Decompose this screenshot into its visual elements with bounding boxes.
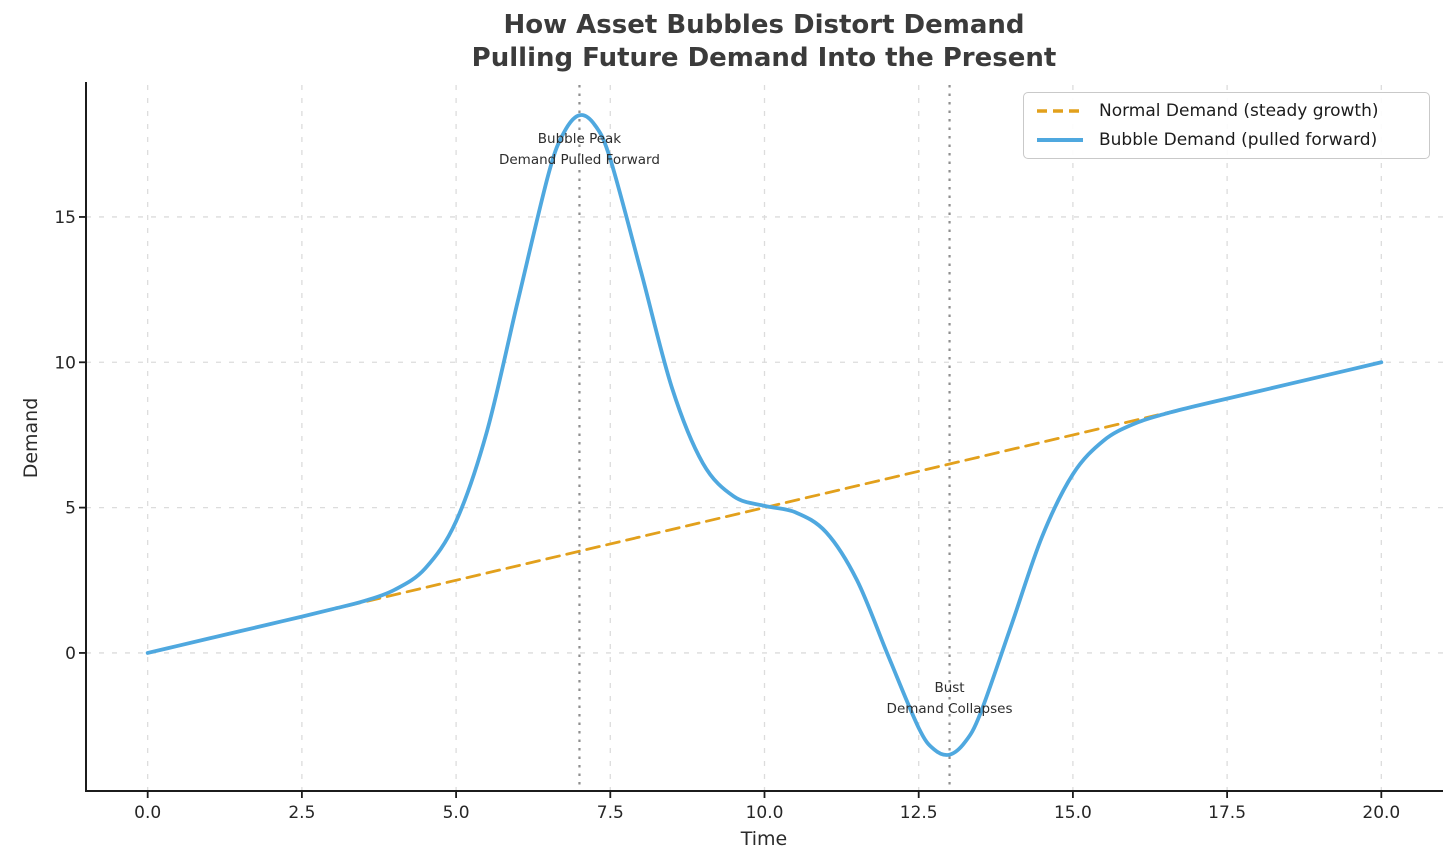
annotation-bubble-peak-line-1: Bubble Peak bbox=[537, 131, 622, 148]
dashed-line-icon bbox=[1037, 108, 1083, 113]
legend-label-bubble-demand: Bubble Demand (pulled forward) bbox=[1099, 130, 1378, 151]
x-tick-label: 12.5 bbox=[900, 803, 938, 823]
y-tick-label: 10 bbox=[54, 353, 76, 373]
legend: Normal Demand (steady growth) Bubble Dem… bbox=[1023, 92, 1430, 159]
y-axis-label: Demand bbox=[20, 397, 42, 479]
annotation-bust-line-2: Demand Collapses bbox=[886, 700, 1013, 717]
x-axis-label: Time bbox=[740, 828, 788, 850]
annotation-bubble-peak-line-2: Demand Pulled Forward bbox=[498, 151, 660, 168]
x-tick-label: 20.0 bbox=[1362, 803, 1400, 823]
x-tick-label: 17.5 bbox=[1208, 803, 1246, 823]
y-tick-label: 0 bbox=[65, 644, 76, 664]
bubble-demand-line bbox=[145, 113, 1384, 757]
annotation-bubble-peak: Bubble Peak Demand Pulled Forward bbox=[499, 129, 660, 170]
chart-title: How Asset Bubbles Distort Demand Pulling… bbox=[472, 9, 1057, 75]
x-tick-label: 15.0 bbox=[1054, 803, 1092, 823]
x-tick-label: 0.0 bbox=[134, 803, 161, 823]
legend-item-normal-demand: Normal Demand (steady growth) bbox=[1037, 97, 1416, 125]
chart-title-line-1: How Asset Bubbles Distort Demand bbox=[503, 10, 1025, 40]
x-tick-label: 5.0 bbox=[443, 803, 470, 823]
x-tick-label: 10.0 bbox=[746, 803, 784, 823]
solid-line-icon bbox=[1037, 138, 1083, 143]
y-tick-label: 5 bbox=[65, 499, 76, 519]
legend-item-bubble-demand: Bubble Demand (pulled forward) bbox=[1037, 126, 1416, 154]
annotation-bust: Bust Demand Collapses bbox=[887, 678, 1013, 719]
annotation-bust-line-1: Bust bbox=[934, 680, 965, 697]
legend-label-normal-demand: Normal Demand (steady growth) bbox=[1099, 100, 1379, 121]
chart-title-line-2: Pulling Future Demand Into the Present bbox=[471, 43, 1057, 73]
y-tick-label: 15 bbox=[54, 208, 76, 228]
x-tick-label: 2.5 bbox=[288, 803, 315, 823]
x-tick-label: 7.5 bbox=[597, 803, 624, 823]
